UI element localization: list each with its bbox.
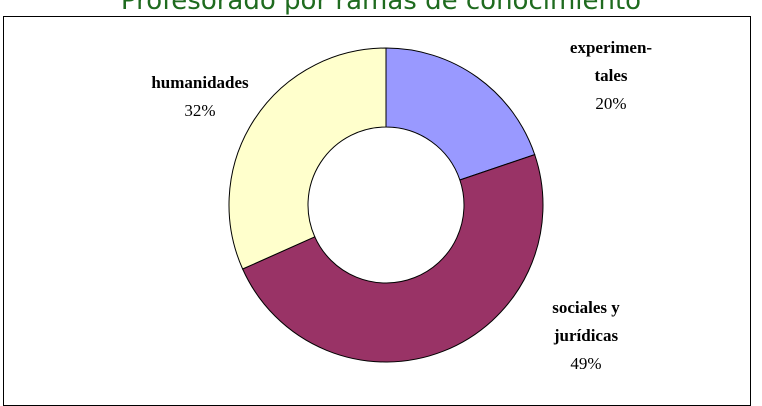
slice-percent-experimentales: 20% [595, 94, 626, 113]
slice-percent-humanidades: 32% [184, 101, 215, 120]
donut-slice-experimentales [385, 47, 536, 181]
slice-label-experimentales: experimen-tales [570, 38, 652, 85]
chart-title: Profesorado por ramas de conocimiento [120, 0, 642, 16]
slice-label-sociales-y-jurídicas: sociales y jurídicas [552, 298, 620, 345]
slice-percent-sociales-y-jurídicas: 49% [570, 354, 601, 373]
donut-slice-humanidades [228, 47, 387, 270]
slice-label-humanidades: humanidades [151, 73, 249, 92]
donut-slice-sociales-y-jurídicas [241, 153, 544, 363]
